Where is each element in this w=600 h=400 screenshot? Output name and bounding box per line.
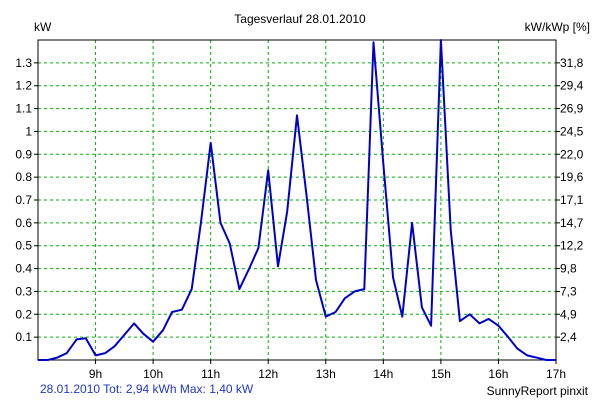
chart-title: Tagesverlauf 28.01.2010 bbox=[234, 12, 366, 26]
x-tick-label: 9h bbox=[89, 367, 102, 381]
y-tick-label-right: 2,4 bbox=[560, 330, 577, 344]
y-axis-right-label: kW/kWp [%] bbox=[524, 20, 590, 34]
x-tick-label: 12h bbox=[258, 367, 278, 381]
daily-summary: 28.01.2010 Tot: 2,94 kWh Max: 1,40 kW bbox=[40, 382, 254, 396]
y-tick-label-right: 14,7 bbox=[560, 216, 584, 230]
footer-credit: SunnyReport pinxit bbox=[486, 384, 588, 398]
y-tick-label-left: 0.9 bbox=[15, 147, 32, 161]
y-tick-label-right: 17,1 bbox=[560, 193, 584, 207]
x-tick-label: 17h bbox=[546, 367, 566, 381]
y-tick-label-left: 0.2 bbox=[15, 307, 32, 321]
y-tick-label-right: 24,5 bbox=[560, 124, 584, 138]
y-tick-label-left: 0.3 bbox=[15, 284, 32, 298]
y-tick-label-left: 1.3 bbox=[15, 56, 32, 70]
y-tick-label-left: 0.5 bbox=[15, 239, 32, 253]
y-tick-label-right: 29,4 bbox=[560, 79, 584, 93]
y-tick-label-right: 19,6 bbox=[560, 170, 584, 184]
y-tick-label-right: 7,3 bbox=[560, 284, 577, 298]
y-tick-label-left: 0.1 bbox=[15, 330, 32, 344]
power-series-line bbox=[38, 39, 556, 361]
y-tick-label-right: 31,8 bbox=[560, 56, 584, 70]
y-tick-label-right: 26,9 bbox=[560, 102, 584, 116]
y-tick-label-left: 0.6 bbox=[15, 216, 32, 230]
x-tick-label: 10h bbox=[143, 367, 163, 381]
x-tick-label: 11h bbox=[201, 367, 220, 381]
y-tick-label-left: 1.1 bbox=[15, 102, 32, 116]
y-tick-label-right: 4,9 bbox=[560, 307, 577, 321]
y-tick-label-right: 12,2 bbox=[560, 239, 584, 253]
plot-frame bbox=[37, 39, 557, 361]
y-tick-label-left: 0.4 bbox=[15, 262, 32, 276]
y-tick-label-right: 22,0 bbox=[560, 147, 584, 161]
x-tick-label: 15h bbox=[431, 367, 451, 381]
x-tick-label: 13h bbox=[316, 367, 336, 381]
y-tick-label-right: 9,8 bbox=[560, 262, 577, 276]
y-tick-label-left: 0.7 bbox=[15, 193, 32, 207]
y-tick-label-left: 1 bbox=[25, 124, 32, 138]
y-tick-label-left: 0.8 bbox=[15, 170, 32, 184]
x-tick-label: 16h bbox=[488, 367, 508, 381]
x-tick-label: 14h bbox=[373, 367, 393, 381]
y-axis-left-label: kW bbox=[34, 20, 52, 34]
y-tick-label-left: 1.2 bbox=[15, 79, 32, 93]
